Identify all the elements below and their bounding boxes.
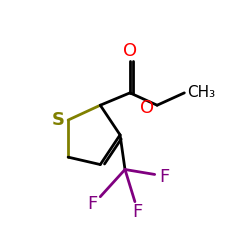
Text: F: F — [160, 168, 170, 186]
Text: S: S — [52, 111, 65, 129]
Text: F: F — [88, 195, 98, 213]
Text: CH₃: CH₃ — [187, 85, 215, 100]
Text: F: F — [132, 202, 142, 220]
Text: O: O — [140, 99, 154, 117]
Text: O: O — [123, 42, 137, 60]
